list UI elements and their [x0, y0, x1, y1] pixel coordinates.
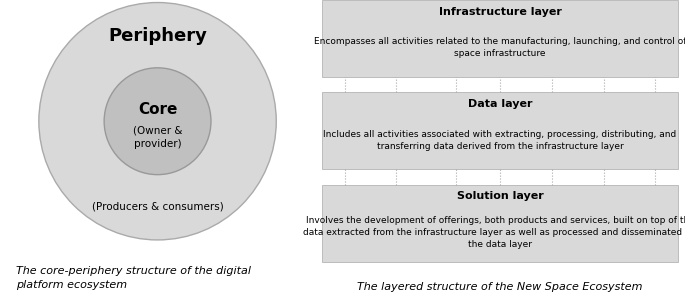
Bar	[323, 92, 677, 169]
Ellipse shape	[104, 68, 211, 175]
Text: Periphery: Periphery	[108, 27, 207, 45]
Text: Infrastructure layer: Infrastructure layer	[438, 6, 562, 17]
Text: Core: Core	[138, 102, 177, 117]
Bar	[323, 185, 677, 262]
Text: (Owner &
provider): (Owner & provider)	[133, 126, 182, 149]
Text: The core-periphery structure of the digital
platform ecosystem: The core-periphery structure of the digi…	[16, 265, 251, 290]
Text: Solution layer: Solution layer	[457, 191, 543, 201]
Ellipse shape	[39, 2, 276, 240]
Text: Involves the development of offerings, both products and services, built on top : Involves the development of offerings, b…	[303, 216, 685, 249]
Text: The layered structure of the New Space Ecosystem: The layered structure of the New Space E…	[358, 282, 643, 292]
Text: (Producers & consumers): (Producers & consumers)	[92, 202, 223, 212]
Bar	[323, 0, 677, 77]
Text: Data layer: Data layer	[468, 99, 532, 109]
Text: Includes all activities associated with extracting, processing, distributing, an: Includes all activities associated with …	[323, 130, 677, 151]
Text: Encompasses all activities related to the manufacturing, launching, and control : Encompasses all activities related to th…	[314, 37, 685, 58]
